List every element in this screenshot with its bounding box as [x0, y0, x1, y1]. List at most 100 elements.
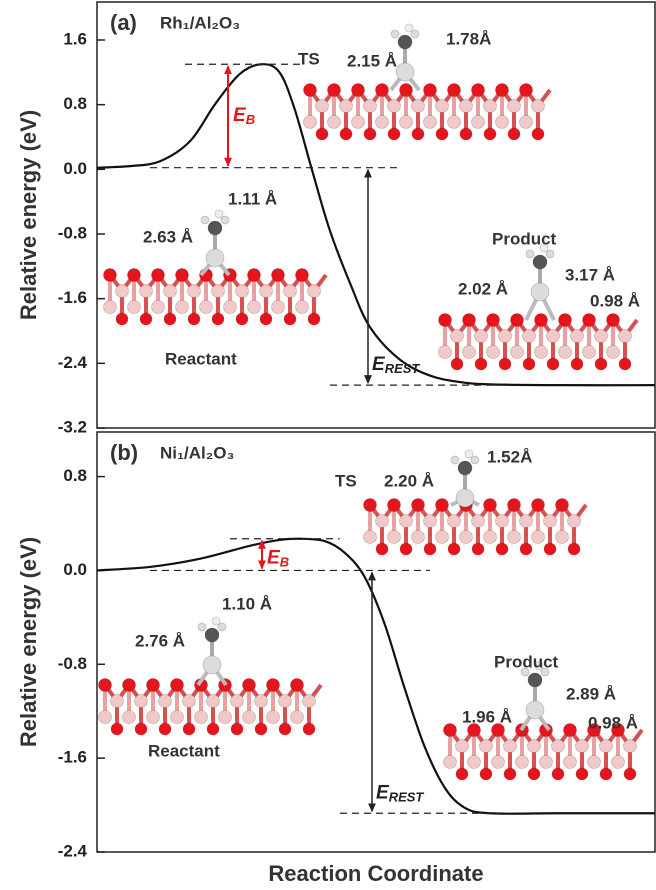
atom — [570, 357, 584, 371]
atom — [307, 312, 321, 326]
atom — [315, 127, 329, 141]
plot-frame — [96, 1, 656, 429]
atom — [339, 99, 353, 113]
atom — [217, 622, 227, 632]
atom — [122, 678, 136, 692]
atom — [618, 329, 632, 343]
atom — [435, 99, 449, 113]
atom — [594, 357, 608, 371]
panel-title: Rh₁/Al₂O₃ — [160, 13, 240, 32]
barrier-label-main: E — [267, 548, 281, 569]
atom — [555, 498, 569, 512]
atom — [146, 710, 160, 724]
atom — [110, 722, 124, 736]
atom — [606, 313, 620, 327]
atom — [146, 678, 160, 692]
atom — [387, 99, 401, 113]
atom — [623, 739, 637, 753]
atom — [235, 284, 249, 298]
atom — [411, 530, 425, 544]
atom — [618, 357, 632, 371]
atom — [247, 300, 261, 314]
atom — [223, 300, 237, 314]
atom — [158, 694, 172, 708]
panel-label: (b) — [110, 440, 138, 465]
structure-annotation: Product — [492, 229, 557, 248]
atom — [327, 115, 341, 129]
atom — [127, 268, 141, 282]
structure-annotation: Reactant — [148, 741, 220, 760]
atom — [532, 254, 548, 270]
atom — [438, 345, 452, 359]
atom — [447, 514, 461, 528]
atom — [351, 83, 365, 97]
atom — [534, 661, 544, 671]
atom — [283, 284, 297, 298]
atom — [447, 115, 461, 129]
atom — [459, 127, 473, 141]
structure-annotation: 2.63 Å — [143, 227, 193, 246]
atom — [339, 127, 353, 141]
atom — [435, 498, 449, 512]
atom — [151, 300, 165, 314]
atom — [498, 357, 512, 371]
atom — [214, 209, 224, 219]
reaction-label: EREST — [376, 782, 424, 804]
atom — [390, 29, 400, 39]
atom — [302, 694, 316, 708]
atom — [438, 313, 452, 327]
atom — [462, 313, 476, 327]
atom — [375, 514, 389, 528]
atom — [290, 678, 304, 692]
atom — [230, 694, 244, 708]
atom — [158, 722, 172, 736]
atom — [163, 312, 177, 326]
atom — [175, 300, 189, 314]
structure-annotation: 2.15 Å — [347, 51, 397, 70]
atom — [599, 739, 613, 753]
energy-curve — [96, 537, 655, 815]
y-tick-label: 0.8 — [63, 94, 87, 113]
atom — [207, 220, 223, 236]
atom — [525, 700, 545, 720]
atom — [151, 268, 165, 282]
atom — [530, 282, 550, 302]
atom — [404, 23, 414, 33]
atom — [563, 755, 577, 769]
atom — [423, 514, 437, 528]
atom — [495, 115, 509, 129]
atom — [558, 313, 572, 327]
atom — [182, 722, 196, 736]
atom — [363, 530, 377, 544]
atom — [98, 710, 112, 724]
atom — [450, 455, 460, 465]
atom — [103, 268, 117, 282]
atom — [295, 268, 309, 282]
structure-annotation: Reactant — [165, 349, 237, 368]
atom — [459, 530, 473, 544]
atom — [527, 767, 541, 781]
structure-annotation: 1.10 Å — [222, 594, 272, 613]
y-tick-label: -0.8 — [58, 223, 87, 242]
atom — [204, 627, 220, 643]
y-tick-label: -1.6 — [58, 748, 87, 767]
atom — [527, 672, 543, 688]
barrier-label: EB — [267, 548, 289, 570]
y-tick-label: 0.0 — [63, 560, 87, 579]
atom — [455, 767, 469, 781]
atom — [457, 460, 473, 476]
atom — [351, 115, 365, 129]
atom — [483, 99, 497, 113]
structure-annotation: 1.11 Å — [228, 189, 277, 208]
plot-frame — [96, 431, 656, 853]
atom — [266, 678, 280, 692]
atom — [582, 345, 596, 359]
atom — [611, 723, 625, 737]
reaction-label-main: E — [372, 354, 386, 375]
atom — [247, 268, 261, 282]
atom — [435, 127, 449, 141]
barrier-label-sub: B — [246, 112, 255, 127]
atom — [443, 755, 457, 769]
atom — [170, 710, 184, 724]
atom — [545, 249, 555, 259]
